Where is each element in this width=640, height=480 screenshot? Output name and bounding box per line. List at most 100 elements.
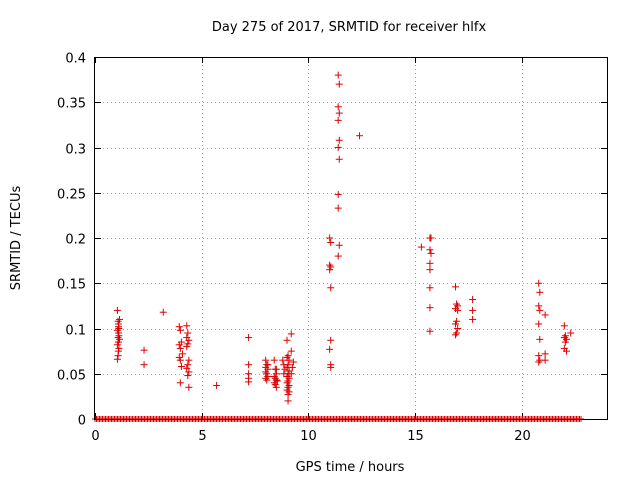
data-point <box>452 283 460 291</box>
data-point <box>183 343 191 351</box>
data-point <box>245 361 253 369</box>
data-point <box>176 344 184 352</box>
data-point <box>176 379 184 387</box>
x-axis-label: GPS time / hours <box>296 460 405 475</box>
data-point <box>176 356 184 364</box>
data-point <box>284 377 292 385</box>
x-tick-label: 5 <box>198 429 206 444</box>
data-point <box>287 347 295 355</box>
data-point <box>452 320 460 328</box>
data-point <box>417 243 425 251</box>
data-point <box>184 361 192 369</box>
data-point <box>262 368 270 376</box>
data-point <box>270 356 278 364</box>
data-point <box>272 365 280 373</box>
data-point <box>185 383 193 391</box>
data-point <box>326 266 334 274</box>
data-point <box>356 132 364 140</box>
data-point <box>284 391 292 399</box>
data-point <box>561 332 569 340</box>
data-point <box>454 325 462 332</box>
data-point <box>335 136 343 144</box>
data-point <box>453 329 461 337</box>
data-point <box>113 306 121 314</box>
data-point <box>284 397 292 405</box>
data-point <box>270 372 278 380</box>
data-point <box>535 302 543 310</box>
y-tick-label: 0.2 <box>65 233 86 248</box>
data-point <box>335 80 343 88</box>
data-point <box>140 361 148 369</box>
data-point <box>426 327 434 335</box>
data-point <box>287 330 295 338</box>
y-axis-label: SRMTID / TECUs <box>9 186 24 291</box>
data-point <box>283 336 291 344</box>
y-tick-label: 0 <box>78 414 86 429</box>
data-point <box>213 382 221 390</box>
data-point <box>264 361 272 369</box>
data-point <box>178 350 186 358</box>
data-point <box>334 204 342 212</box>
y-tick-label: 0.05 <box>57 369 86 384</box>
chart-title: Day 275 of 2017, SRMTID for receiver hlf… <box>212 20 487 35</box>
x-tick-label: 0 <box>91 429 99 444</box>
data-point <box>536 288 544 296</box>
data-point <box>426 266 434 274</box>
data-point <box>334 103 342 111</box>
data-point <box>426 304 434 312</box>
data-point <box>285 356 293 364</box>
data-point <box>270 379 278 387</box>
data-point <box>426 284 434 292</box>
y-tick-label: 0.15 <box>57 278 86 293</box>
data-point <box>113 341 121 349</box>
data-point <box>288 363 296 371</box>
data-point <box>335 241 343 249</box>
data-point <box>185 336 193 344</box>
data-point <box>541 356 549 364</box>
data-point <box>335 109 343 117</box>
data-point <box>454 306 462 314</box>
data-point <box>287 370 295 378</box>
x-axis-tick-labels: 0 5 10 15 20 <box>91 429 530 444</box>
data-point <box>327 336 335 344</box>
data-point <box>114 352 122 360</box>
data-point <box>115 332 123 340</box>
data-point <box>452 331 460 339</box>
data-point <box>334 116 342 124</box>
data-point <box>469 315 477 323</box>
data-point <box>326 234 334 242</box>
y-axis-tick-labels: 0 0.05 0.1 0.15 0.2 0.25 0.3 0.35 0.4 <box>57 52 86 429</box>
data-point <box>184 372 192 380</box>
data-point <box>426 259 434 267</box>
data-point <box>272 383 280 391</box>
data-point <box>284 352 292 360</box>
y-tick-label: 0.4 <box>65 52 86 67</box>
data-points <box>113 71 575 405</box>
data-point <box>116 315 124 323</box>
data-point <box>469 306 477 314</box>
data-point <box>176 326 184 334</box>
data-point <box>334 191 342 199</box>
data-point <box>262 356 270 364</box>
data-point <box>326 345 334 353</box>
data-point <box>175 323 183 331</box>
data-point <box>427 234 435 242</box>
x-tick-label: 20 <box>514 429 531 444</box>
data-point <box>263 376 271 384</box>
data-point <box>535 358 543 366</box>
data-point <box>183 322 191 330</box>
data-point <box>334 252 342 260</box>
data-point <box>289 358 297 366</box>
data-point <box>334 71 342 79</box>
data-point <box>327 239 335 247</box>
y-tick-label: 0.25 <box>57 188 86 203</box>
data-point <box>159 308 167 316</box>
data-point <box>535 352 543 360</box>
x-tick-label: 10 <box>300 429 317 444</box>
data-point <box>541 311 549 319</box>
data-point <box>567 329 575 337</box>
data-point <box>334 144 342 151</box>
data-point <box>175 341 183 349</box>
data-point <box>427 249 435 257</box>
